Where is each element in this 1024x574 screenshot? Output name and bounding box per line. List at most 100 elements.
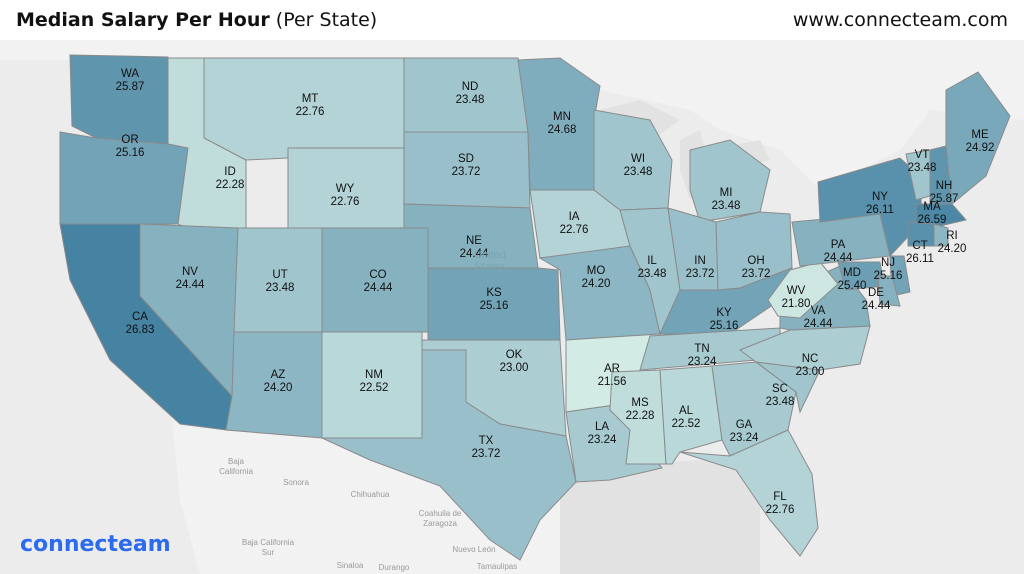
- state-value-ga: 23.24: [730, 432, 759, 444]
- state-tx[interactable]: [321, 349, 577, 561]
- state-value-de: 24.44: [862, 300, 891, 312]
- state-value-ky: 25.16: [710, 320, 739, 332]
- state-wv[interactable]: [767, 261, 839, 319]
- state-label-tx: TX: [479, 435, 494, 447]
- state-label-al: AL: [679, 405, 694, 417]
- state-label-wi: WI: [631, 153, 645, 165]
- state-label-oh: OH: [747, 255, 764, 267]
- state-value-ca: 26.83: [126, 324, 155, 336]
- state-label-il: IL: [647, 255, 657, 267]
- state-label-id: ID: [224, 166, 236, 178]
- geo-label: Nuevo León: [452, 545, 495, 554]
- state-value-ne: 24.44: [460, 248, 489, 260]
- state-value-ms: 22.28: [626, 410, 655, 422]
- title-subtitle: (Per State): [275, 9, 378, 31]
- state-value-or: 25.16: [116, 147, 145, 159]
- geo-label: Baja: [228, 457, 245, 466]
- state-label-ks: KS: [486, 287, 502, 299]
- gulf-of-mexico: [560, 460, 760, 574]
- state-label-sc: SC: [772, 383, 788, 395]
- state-value-fl: 22.76: [766, 504, 795, 516]
- state-value-wi: 23.48: [624, 166, 653, 178]
- state-value-mn: 24.68: [548, 124, 577, 136]
- state-value-wv: 21.80: [782, 298, 811, 310]
- state-label-ky: KY: [716, 307, 732, 319]
- state-label-or: OR: [121, 134, 138, 146]
- state-ri[interactable]: [933, 223, 949, 247]
- state-value-wy: 22.76: [331, 196, 360, 208]
- state-label-ca: CA: [132, 311, 148, 323]
- geo-label: Baja California: [242, 538, 295, 547]
- geo-label: Sonora: [283, 478, 309, 487]
- state-value-la: 23.24: [588, 434, 617, 446]
- state-value-ri: 24.20: [938, 243, 967, 255]
- state-label-pa: PA: [831, 239, 846, 251]
- state-value-ut: 23.48: [266, 282, 295, 294]
- state-value-in: 23.72: [686, 268, 715, 280]
- state-value-ma: 26.59: [918, 214, 947, 226]
- state-label-az: AZ: [271, 369, 286, 381]
- state-label-co: CO: [369, 269, 386, 281]
- state-me[interactable]: [945, 71, 1011, 205]
- state-label-vt: VT: [915, 149, 930, 161]
- website-link[interactable]: www.connecteam.com: [792, 9, 1008, 31]
- country-label: United: [474, 249, 506, 261]
- state-label-nh: NH: [936, 180, 953, 192]
- state-value-md: 25.40: [838, 280, 867, 292]
- state-label-nj: NJ: [881, 257, 895, 269]
- state-ky[interactable]: [659, 267, 793, 335]
- geo-label: California: [219, 467, 253, 476]
- state-label-ar: AR: [604, 363, 620, 375]
- state-ks[interactable]: [427, 267, 561, 341]
- state-ma[interactable]: [915, 203, 967, 227]
- state-label-ne: NE: [466, 235, 482, 247]
- state-value-nd: 23.48: [456, 94, 485, 106]
- mexico-land: [170, 400, 580, 574]
- state-label-me: ME: [971, 129, 989, 141]
- state-wa[interactable]: [69, 54, 169, 145]
- state-value-vt: 23.48: [908, 162, 937, 174]
- geo-label: Zaragoza: [423, 519, 457, 528]
- state-label-md: MD: [843, 267, 861, 279]
- state-label-ny: NY: [872, 191, 888, 203]
- state-label-ut: UT: [272, 269, 287, 281]
- state-value-mt: 22.76: [296, 106, 325, 118]
- state-value-pa: 24.44: [824, 252, 853, 264]
- state-value-nj: 25.16: [874, 270, 903, 282]
- state-value-il: 23.48: [638, 268, 667, 280]
- state-label-ma: MA: [923, 201, 941, 213]
- state-value-ks: 25.16: [480, 300, 509, 312]
- state-label-wv: WV: [787, 285, 806, 297]
- state-az[interactable]: [225, 331, 323, 439]
- state-label-ok: OK: [506, 349, 523, 361]
- state-value-wa: 25.87: [116, 81, 145, 93]
- state-value-nv: 24.44: [176, 279, 205, 291]
- state-label-va: VA: [811, 305, 826, 317]
- state-label-tn: TN: [694, 343, 709, 355]
- state-label-mo: MO: [587, 265, 606, 277]
- geo-label: Chihuahua: [351, 490, 390, 499]
- state-ny[interactable]: [817, 157, 923, 258]
- title-bold: Median Salary Per Hour: [16, 9, 270, 31]
- state-value-sd: 23.72: [452, 166, 481, 178]
- connecteam-logo: connecteam: [20, 532, 171, 557]
- state-value-ct: 26.11: [906, 253, 934, 265]
- state-value-me: 24.92: [966, 142, 995, 154]
- state-label-mi: MI: [720, 187, 733, 199]
- state-value-tx: 23.72: [472, 448, 501, 460]
- header: Median Salary Per Hour (Per State) www.c…: [0, 0, 1024, 40]
- state-label-wa: WA: [121, 68, 139, 80]
- state-label-nc: NC: [802, 353, 819, 365]
- state-value-ia: 22.76: [560, 224, 589, 236]
- state-value-sc: 23.48: [766, 396, 795, 408]
- state-label-ms: MS: [631, 397, 649, 409]
- state-label-mt: MT: [302, 93, 319, 105]
- state-value-id: 22.28: [216, 179, 245, 191]
- geo-label: Sinaloa: [337, 561, 364, 570]
- state-value-mi: 23.48: [712, 200, 741, 212]
- state-value-ar: 21.56: [598, 376, 627, 388]
- state-fl[interactable]: [679, 429, 819, 557]
- state-label-ct: CT: [912, 240, 927, 252]
- state-de[interactable]: [877, 275, 901, 307]
- state-label-wy: WY: [336, 183, 355, 195]
